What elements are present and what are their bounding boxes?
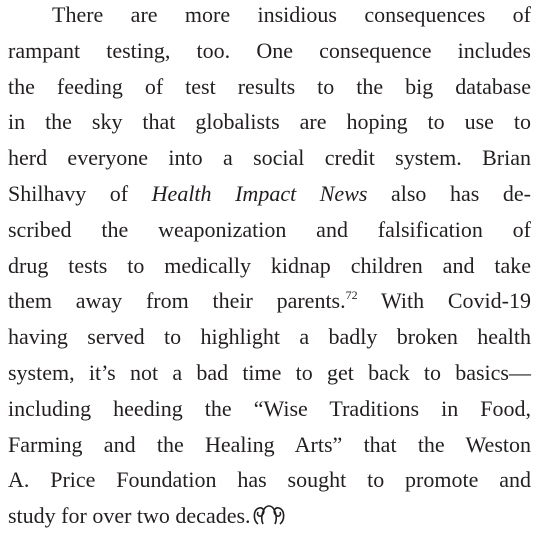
text-line: having served to highlight a badly broke… xyxy=(8,319,531,355)
text-line: A. Price Foundation has sought to promot… xyxy=(8,462,531,498)
text-line: herd everyone into a social credit syste… xyxy=(8,140,531,176)
italic-text: Health Impact News xyxy=(151,180,368,206)
text: having served to highlight a badly broke… xyxy=(8,324,531,350)
end-mark xyxy=(253,505,284,525)
text-line: in the sky that globalists are hoping to… xyxy=(8,104,531,140)
text: herd everyone into a social credit syste… xyxy=(8,145,531,171)
text-line: Shilhavy of Health Impact News also has … xyxy=(8,176,531,212)
text: study for over two decades. xyxy=(8,503,251,529)
text: Shilhavy of xyxy=(8,180,152,206)
text: There are more insidious consequences of xyxy=(52,2,531,27)
text: also has de- xyxy=(367,180,531,206)
text-line: drug tests to medically kidnap children … xyxy=(8,248,531,284)
text-line: them away from their parents.72 With Cov… xyxy=(8,283,531,319)
text: the feeding of test results to the big d… xyxy=(8,73,531,99)
text-line: scribed the weaponization and falsificat… xyxy=(8,212,531,248)
paragraph: There are more insidious consequences of… xyxy=(8,0,531,534)
text-line: including heeding the “Wise Traditions i… xyxy=(8,391,531,427)
text: including heeding the “Wise Traditions i… xyxy=(8,395,531,421)
text: A. Price Foundation has sought to promot… xyxy=(8,467,531,493)
text: them away from their parents. xyxy=(8,288,346,314)
text-line: rampant testing, too. One consequence in… xyxy=(8,33,531,69)
footnote-ref: 72 xyxy=(345,288,358,303)
text: Farming and the Healing Arts” that the W… xyxy=(8,431,531,457)
text-line: study for over two decades. xyxy=(8,498,531,534)
text: With Covid-19 xyxy=(357,288,532,314)
text: rampant testing, too. One consequence in… xyxy=(8,37,531,63)
text: scribed the weaponization and falsificat… xyxy=(8,216,531,242)
text-line: Farming and the Healing Arts” that the W… xyxy=(8,427,531,463)
text: drug tests to medically kidnap children … xyxy=(8,252,531,278)
text: system, it’s not a bad time to get back … xyxy=(8,359,531,385)
text-line: There are more insidious consequences of xyxy=(8,0,531,33)
text: in the sky that globalists are hoping to… xyxy=(8,109,531,135)
text-line: the feeding of test results to the big d… xyxy=(8,69,531,105)
text-line: system, it’s not a bad time to get back … xyxy=(8,355,531,391)
